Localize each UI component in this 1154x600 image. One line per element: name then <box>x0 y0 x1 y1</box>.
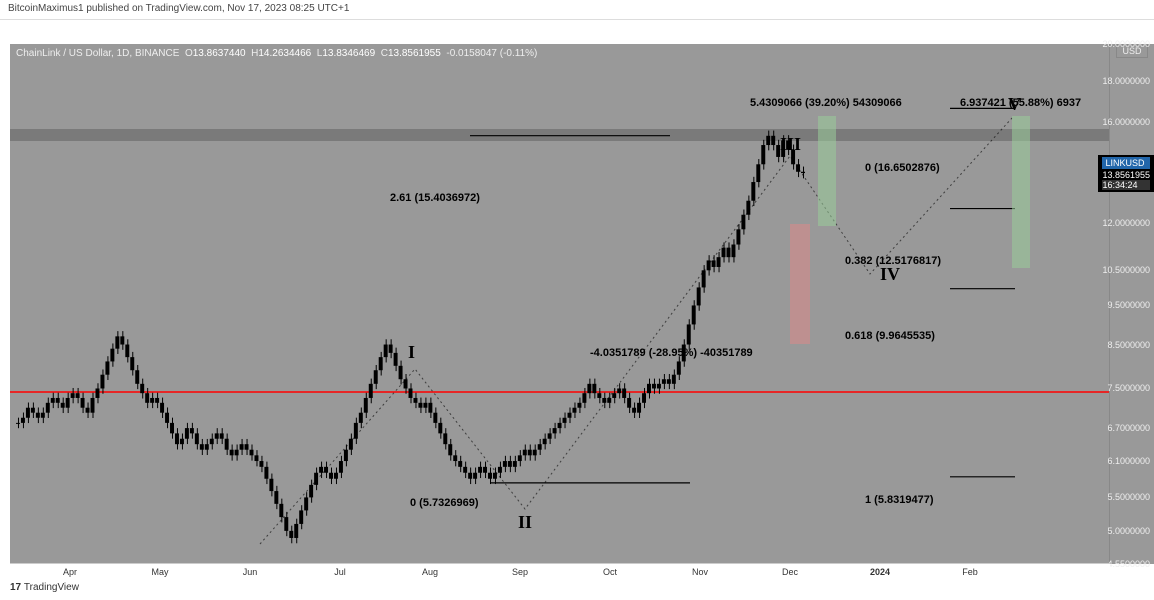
time-tick: Feb <box>962 567 978 577</box>
price-tick: 7.5000000 <box>1107 383 1150 393</box>
price-tick: 6.7000000 <box>1107 423 1150 433</box>
price-tick: 12.0000000 <box>1102 218 1150 228</box>
time-tick: 2024 <box>870 567 890 577</box>
time-tick: Dec <box>782 567 798 577</box>
chart-annotation: -4.0351789 (-28.95%) -40351789 <box>590 347 753 359</box>
price-tick: 10.5000000 <box>1102 265 1150 275</box>
chart-annotation: 5.4309066 (39.20%) 54309066 <box>750 97 902 109</box>
chart-annotation: 1 (5.8319477) <box>865 494 934 506</box>
chart-annotation: 0.382 (12.5176817) <box>845 255 941 267</box>
chart-annotation: 0 (16.6502876) <box>865 162 940 174</box>
price-tick: 16.0000000 <box>1102 117 1150 127</box>
chart-annotation: V <box>1008 94 1021 115</box>
time-tick: May <box>151 567 168 577</box>
chart-annotation: 0.618 (9.9645535) <box>845 330 935 342</box>
ohlc-close: 13.8561955 <box>388 48 441 59</box>
chart-annotation: IV <box>880 264 900 285</box>
chart-annotation: 6.937421 (55.88%) 6937 <box>960 97 1081 109</box>
publish-text: BitcoinMaximus1 published on TradingView… <box>8 3 349 14</box>
ohlc-low: 13.8346469 <box>322 48 375 59</box>
time-axis[interactable]: Apr May Jun Jul Aug Sep Oct Nov Dec 2024 Feb <box>10 563 1110 599</box>
price-tick: 18.0000000 <box>1102 76 1150 86</box>
time-tick: Nov <box>692 567 708 577</box>
price-tick: 6.1000000 <box>1107 456 1150 466</box>
chart-svg <box>10 44 1110 564</box>
price-tick: 8.5000000 <box>1107 340 1150 350</box>
symbol-info: ChainLink / US Dollar, 1D, BINANCE O13.8… <box>16 48 537 59</box>
price-tick: 5.5000000 <box>1107 492 1150 502</box>
time-tick: Sep <box>512 567 528 577</box>
pair-label: ChainLink / US Dollar, 1D, BINANCE <box>16 48 179 59</box>
price-tick: 4.5500000 <box>1107 559 1150 569</box>
chart-annotation: I <box>408 342 415 363</box>
chart-annotation: 2.61 (15.4036972) <box>390 192 480 204</box>
price-tick: 20.0000000 <box>1102 39 1150 49</box>
time-tick: Oct <box>603 567 617 577</box>
time-tick: Jun <box>243 567 258 577</box>
chart-plot[interactable]: ChainLink / US Dollar, 1D, BINANCE O13.8… <box>10 44 1110 564</box>
ohlc-open: 13.8637440 <box>193 48 246 59</box>
ohlc-change: -0.0158047 (-0.11%) <box>446 48 537 59</box>
time-tick: Jul <box>334 567 346 577</box>
price-axis[interactable]: USD 20.000000018.000000016.000000013.856… <box>1109 44 1154 564</box>
chart-container: ChainLink / US Dollar, 1D, BINANCE O13.8… <box>0 20 1154 599</box>
time-tick: Apr <box>63 567 77 577</box>
tradingview-watermark: 17 TradingView <box>10 582 79 593</box>
ohlc-high: 14.2634466 <box>258 48 311 59</box>
chart-annotation: 0 (5.7326969) <box>410 497 479 509</box>
chart-annotation: II <box>518 512 532 533</box>
price-tick: 5.0000000 <box>1107 526 1150 536</box>
last-price-tag: LINKUSD13.856195516:34:24 <box>1098 155 1154 192</box>
time-tick: Aug <box>422 567 438 577</box>
chart-annotation: III <box>780 134 801 155</box>
publish-header: BitcoinMaximus1 published on TradingView… <box>0 0 1154 20</box>
price-tick: 9.5000000 <box>1107 300 1150 310</box>
